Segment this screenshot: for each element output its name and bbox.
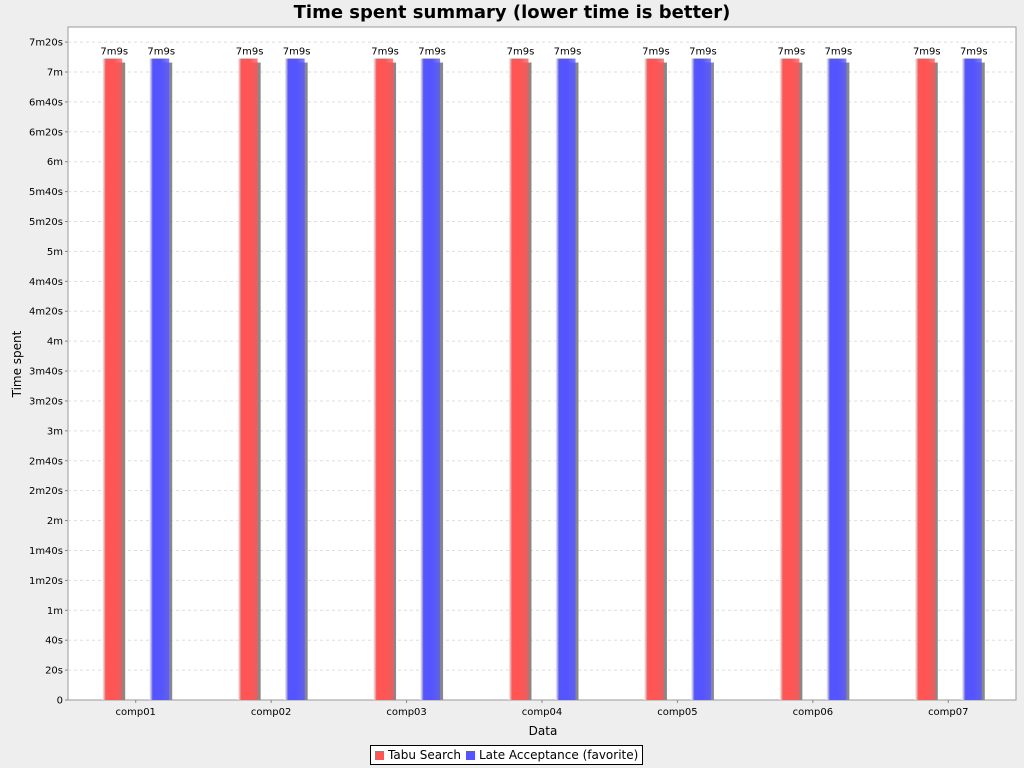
y-tick-label: 4m — [47, 337, 63, 348]
chart-legend: Tabu Search Late Acceptance (favorite) — [370, 745, 644, 765]
y-tick-label: 0 — [57, 696, 63, 707]
y-tick-label: 2m40s — [29, 456, 63, 467]
data-label: 7m9s — [689, 47, 717, 58]
x-tick-label: comp01 — [115, 707, 155, 718]
chart-title: Time spent summary (lower time is better… — [294, 2, 731, 23]
x-axis-ticks: comp01 comp02 comp03 comp04 comp05 comp06 comp… — [115, 700, 969, 718]
y-tick-label: 6m — [47, 157, 63, 168]
data-label: 7m9s — [778, 47, 806, 58]
x-tick-label: comp04 — [522, 707, 562, 718]
y-tick-label: 7m — [47, 68, 63, 79]
data-label: 7m9s — [418, 47, 446, 58]
y-tick-label: 3m40s — [29, 367, 63, 378]
y-tick-label: 2m20s — [29, 486, 63, 497]
y-tick-label: 3m — [47, 426, 63, 437]
y-tick-label: 5m40s — [29, 187, 63, 198]
x-tick-label: comp03 — [386, 707, 426, 718]
data-label: 7m9s — [371, 47, 399, 58]
y-tick-label: 40s — [45, 636, 63, 647]
y-axis-label: Time spent — [10, 330, 24, 398]
bar-comp07-series-0 — [914, 58, 935, 701]
x-tick-label: comp06 — [793, 707, 833, 718]
data-label: 7m9s — [642, 47, 670, 58]
y-tick-label: 3m20s — [29, 396, 63, 407]
bar-comp02-series-1 — [284, 58, 305, 701]
data-label: 7m9s — [507, 47, 535, 58]
legend-swatch-tabu-search — [375, 750, 384, 760]
y-tick-label: 1m40s — [29, 546, 63, 557]
y-tick-label: 1m20s — [29, 576, 63, 587]
data-label: 7m9s — [100, 47, 128, 58]
grid-lines — [68, 41, 1016, 671]
data-label: 7m9s — [825, 47, 853, 58]
x-axis-label: Data — [529, 724, 558, 738]
y-tick-label: 4m40s — [29, 277, 63, 288]
plot-area — [67, 26, 1017, 701]
bar-comp05-series-1 — [690, 58, 711, 701]
bar-comp04-series-1 — [555, 58, 576, 701]
bar-comp01-series-0 — [102, 58, 123, 701]
y-tick-label: 5m — [47, 247, 63, 258]
y-tick-label: 1m — [47, 606, 63, 617]
y-tick-label: 6m40s — [29, 97, 63, 108]
legend-swatch-late-acceptance — [465, 750, 475, 760]
legend-item-tabu-search: Tabu Search — [375, 748, 461, 762]
bar-comp03-series-0 — [373, 58, 394, 701]
bar-comp02-series-0 — [237, 58, 258, 701]
bar-comp05-series-0 — [643, 58, 664, 701]
data-label: 7m9s — [554, 47, 582, 58]
bar-comp06-series-0 — [779, 58, 800, 701]
legend-label-late-acceptance: Late Acceptance (favorite) — [478, 748, 639, 762]
data-label: 7m9s — [913, 47, 941, 58]
data-label: 7m9s — [960, 47, 988, 58]
data-label: 7m9s — [283, 47, 311, 58]
bar-comp04-series-0 — [508, 58, 529, 701]
bar-comp06-series-1 — [826, 58, 847, 701]
data-label: 7m9s — [147, 47, 175, 58]
y-tick-label: 4m20s — [29, 307, 63, 318]
x-tick-label: comp02 — [251, 707, 291, 718]
y-tick-label: 5m20s — [29, 217, 63, 228]
x-tick-label: comp07 — [928, 707, 968, 718]
data-label: 7m9s — [236, 47, 264, 58]
y-tick-label: 2m — [47, 516, 63, 527]
y-tick-label: 7m20s — [29, 38, 63, 49]
legend-label-tabu-search: Tabu Search — [388, 748, 461, 762]
bars: 7m9s 7m9s 7m9s 7m9s 7m9s 7m9s 7m9s 7m9s 7m9s 7m9s… — [100, 47, 988, 701]
bar-comp03-series-1 — [420, 58, 441, 701]
legend-item-late-acceptance: Late Acceptance (favorite) — [465, 748, 639, 762]
bar-comp07-series-1 — [961, 58, 982, 701]
y-axis-ticks: 0 20s 40s 1m 1m20s 1m40s 2m 2m20s 2m40s 3m 3m20s 3m… — [29, 38, 68, 707]
y-tick-label: 20s — [45, 666, 63, 677]
bar-comp01-series-1 — [149, 58, 170, 701]
y-tick-label: 6m20s — [29, 127, 63, 138]
x-tick-label: comp05 — [657, 707, 697, 718]
